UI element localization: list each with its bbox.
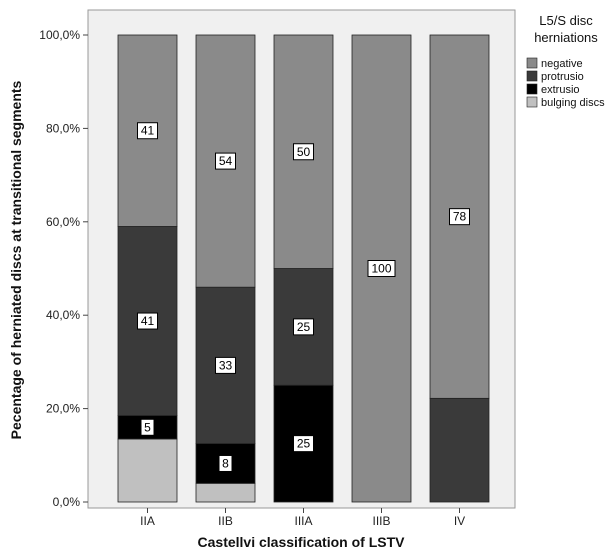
bar-segment xyxy=(195,482,256,503)
data-label-box xyxy=(137,122,158,140)
bars-layer xyxy=(117,34,490,503)
data-label-box xyxy=(215,152,236,170)
bar-segment xyxy=(429,397,490,503)
data-label-box xyxy=(218,454,233,472)
data-label-box xyxy=(449,208,470,226)
legend-swatch xyxy=(526,83,538,95)
data-label: 5 xyxy=(144,420,151,434)
data-label: 8 xyxy=(222,456,229,470)
data-label: 54 xyxy=(219,154,233,168)
x-axis: IIA IIB IIIA IIIB IV xyxy=(140,508,465,528)
x-tick-label: IIIA xyxy=(294,514,312,528)
y-axis-title: Pecentage of herniated discs at transiti… xyxy=(8,80,24,439)
y-axis: 0,0% 20,0% 40,0% 60,0% 80,0% 100,0% xyxy=(39,28,88,509)
legend-swatch xyxy=(526,57,538,69)
data-label-box xyxy=(293,435,314,453)
data-label: 50 xyxy=(297,145,311,159)
y-tick-label: 40,0% xyxy=(46,308,80,322)
legend-label: protrusio xyxy=(541,71,584,83)
x-tick-label: IV xyxy=(454,514,465,528)
y-tick-label: 100,0% xyxy=(39,28,80,42)
x-tick-label: IIIB xyxy=(372,514,390,528)
legend-title: L5/S disc xyxy=(539,13,593,28)
data-label-box xyxy=(293,143,314,161)
data-label-box xyxy=(215,356,236,374)
data-label: 25 xyxy=(297,437,311,451)
bar-segment xyxy=(117,438,178,503)
data-label: 100 xyxy=(371,262,391,276)
legend-label: extrusio xyxy=(541,84,580,96)
data-label-box xyxy=(140,418,155,436)
legend-swatch xyxy=(526,96,538,108)
x-axis-title: Castellvi classification of LSTV xyxy=(198,534,406,550)
data-label: 25 xyxy=(297,320,311,334)
data-label-box xyxy=(367,260,396,277)
y-tick-label: 80,0% xyxy=(46,121,80,135)
legend-swatch xyxy=(526,70,538,82)
y-tick-label: 20,0% xyxy=(46,402,80,416)
legend: L5/S disc herniations negativeprotrusioext… xyxy=(526,13,605,109)
data-label: 78 xyxy=(453,210,467,224)
legend-label: bulging discs xyxy=(541,97,605,109)
legend-label: negative xyxy=(541,58,583,70)
y-tick-label: 60,0% xyxy=(46,215,80,229)
x-tick-label: IIA xyxy=(140,514,155,528)
data-label: 41 xyxy=(141,314,155,328)
legend-title: herniations xyxy=(534,30,598,45)
data-label: 33 xyxy=(219,358,233,372)
data-label-box xyxy=(293,318,314,336)
y-tick-label: 0,0% xyxy=(53,495,81,509)
data-label-box xyxy=(137,312,158,330)
data-label: 41 xyxy=(141,124,155,138)
data-labels-layer: 5 8 25 41 33 25 41 54 50 100 78 xyxy=(137,122,470,472)
x-tick-label: IIB xyxy=(218,514,233,528)
